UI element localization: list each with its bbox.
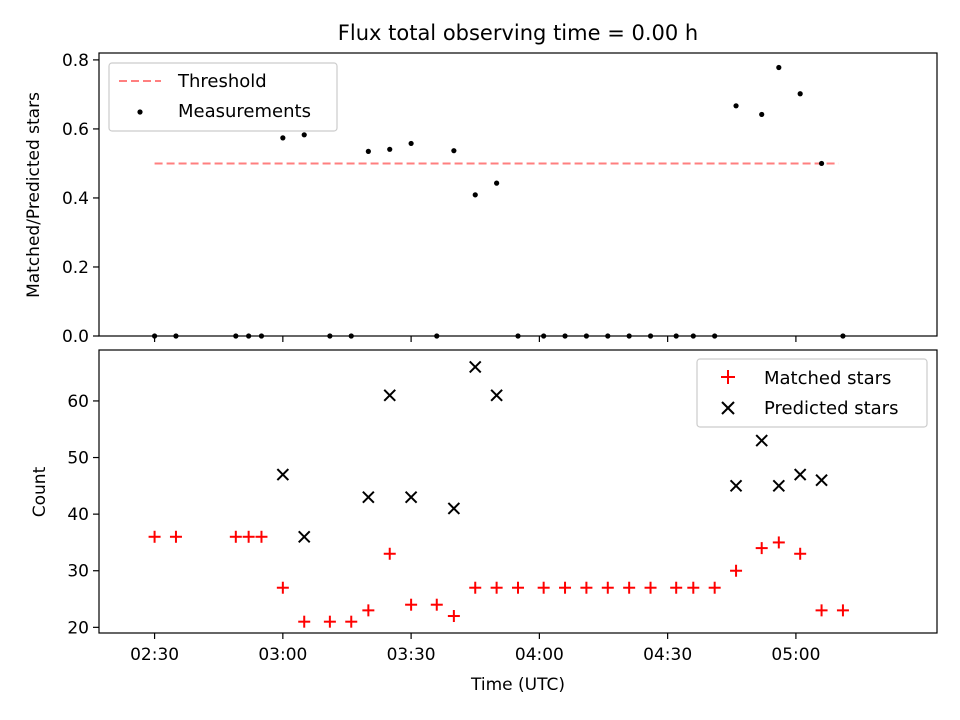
top-ytick-label: 0.0 bbox=[62, 327, 89, 347]
matched-stars-point bbox=[405, 598, 418, 611]
legend-threshold-label: Threshold bbox=[177, 71, 267, 92]
bottom-xtick-label: 04:30 bbox=[643, 645, 692, 665]
measurement-point bbox=[818, 160, 825, 167]
measurement-point bbox=[408, 140, 414, 147]
legend-predicted-swatch bbox=[721, 401, 735, 415]
matched-stars-point bbox=[755, 542, 768, 555]
matched-stars-point bbox=[836, 604, 849, 617]
predicted-stars-point bbox=[772, 479, 786, 493]
matched-stars-point bbox=[601, 581, 614, 594]
measurement-point bbox=[365, 148, 371, 154]
matched-stars-point bbox=[490, 581, 503, 594]
bottom-xtick-label: 02:30 bbox=[130, 645, 179, 665]
measurement-point bbox=[776, 64, 782, 71]
measurement-point bbox=[759, 111, 765, 118]
matched-stars-point bbox=[345, 615, 358, 628]
matched-stars-point bbox=[537, 581, 550, 594]
measurement-point bbox=[280, 135, 286, 141]
chart-title: Flux total observing time = 0.00 h bbox=[338, 21, 698, 45]
bottom-legend-box bbox=[696, 358, 928, 428]
bottom-ytick-label: 40 bbox=[67, 505, 89, 525]
predicted-stars-point bbox=[755, 434, 768, 447]
bottom-xtick-label: 03:00 bbox=[258, 645, 307, 665]
matched-stars-point bbox=[362, 604, 375, 617]
matched-stars-point bbox=[644, 581, 657, 594]
bottom-panel-ticks: 20 30 40 50 60 02:30 03:00 03:30 04:00 04:30 05:00 bbox=[67, 392, 820, 665]
matched-stars-point bbox=[469, 581, 482, 594]
matched-stars-point bbox=[276, 581, 289, 594]
matched-stars-point bbox=[148, 530, 161, 543]
predicted-stars-point bbox=[383, 389, 396, 402]
bottom-ytick-label: 60 bbox=[67, 392, 89, 412]
matched-stars-point bbox=[512, 581, 524, 594]
matched-stars-point bbox=[670, 581, 683, 594]
matched-stars-point bbox=[447, 610, 460, 623]
matched-stars-point bbox=[815, 604, 828, 617]
matched-stars-point bbox=[580, 581, 593, 594]
bottom-panel-y-axis-label: Count bbox=[30, 466, 50, 517]
matched-stars-point bbox=[229, 530, 242, 543]
predicted-stars-point bbox=[276, 468, 290, 481]
top-ytick-label: 0.4 bbox=[62, 189, 89, 209]
predicted-stars-point bbox=[490, 389, 503, 402]
top-panel-frame bbox=[98, 52, 938, 337]
predicted-stars-point bbox=[362, 490, 375, 504]
measurement-point bbox=[472, 192, 478, 198]
measurement-point bbox=[797, 91, 803, 97]
bottom-panel-legend: Matched stars Predicted stars bbox=[696, 358, 928, 428]
legend-measurements-label: Measurements bbox=[178, 101, 311, 122]
legend-matched-swatch bbox=[721, 370, 735, 384]
predicted-stars-point bbox=[469, 360, 482, 374]
bottom-xtick-label: 05:00 bbox=[771, 645, 820, 665]
bottom-panel-frame bbox=[98, 349, 938, 634]
matched-stars-point bbox=[559, 581, 572, 594]
bottom-xtick-label: 03:30 bbox=[387, 645, 436, 665]
measurement-point bbox=[494, 180, 500, 186]
predicted-stars-point bbox=[298, 530, 311, 543]
matched-stars-point bbox=[242, 530, 255, 543]
x-axis-label: Time (UTC) bbox=[470, 675, 565, 695]
bottom-ytick-label: 50 bbox=[67, 449, 89, 469]
top-ytick-label: 0.2 bbox=[62, 258, 89, 278]
matched-stars-point bbox=[383, 547, 396, 560]
matched-stars-point bbox=[298, 615, 311, 628]
matched-stars-point bbox=[794, 547, 807, 560]
bottom-ytick-label: 30 bbox=[67, 562, 89, 582]
matched-stars-point bbox=[730, 564, 743, 577]
measurement-point bbox=[733, 103, 739, 109]
matched-stars-point bbox=[708, 581, 721, 594]
legend-measurements-swatch bbox=[137, 109, 143, 115]
top-panel-ticks: 0.0 0.2 0.4 0.6 0.8 bbox=[62, 51, 797, 347]
matched-stars-point bbox=[255, 530, 268, 543]
top-panel-plot bbox=[151, 64, 846, 339]
predicted-stars-point bbox=[793, 468, 807, 481]
measurement-point bbox=[301, 132, 307, 138]
predicted-stars-point bbox=[815, 473, 828, 487]
top-panel-y-axis-label: Matched/Predicted stars bbox=[24, 92, 44, 298]
bottom-xtick-label: 04:00 bbox=[515, 645, 564, 665]
top-panel-legend: Threshold Measurements bbox=[108, 62, 338, 132]
legend-predicted-label: Predicted stars bbox=[764, 398, 898, 419]
legend-matched-label: Matched stars bbox=[764, 368, 891, 389]
predicted-stars-point bbox=[404, 490, 418, 504]
predicted-stars-point bbox=[447, 502, 461, 515]
matched-stars-point bbox=[687, 581, 700, 594]
matched-stars-point bbox=[323, 615, 336, 628]
predicted-stars-point bbox=[729, 479, 743, 493]
top-ytick-label: 0.8 bbox=[62, 51, 89, 71]
matched-stars-point bbox=[623, 581, 636, 594]
measurement-point bbox=[387, 146, 393, 152]
top-legend-box bbox=[108, 62, 338, 132]
bottom-ytick-label: 20 bbox=[67, 618, 89, 638]
matched-stars-point bbox=[430, 598, 443, 611]
top-ytick-label: 0.6 bbox=[62, 120, 89, 140]
matched-stars-point bbox=[169, 530, 182, 543]
measurement-point bbox=[451, 148, 457, 154]
bottom-panel-plot bbox=[148, 360, 849, 628]
matched-stars-point bbox=[772, 536, 785, 549]
